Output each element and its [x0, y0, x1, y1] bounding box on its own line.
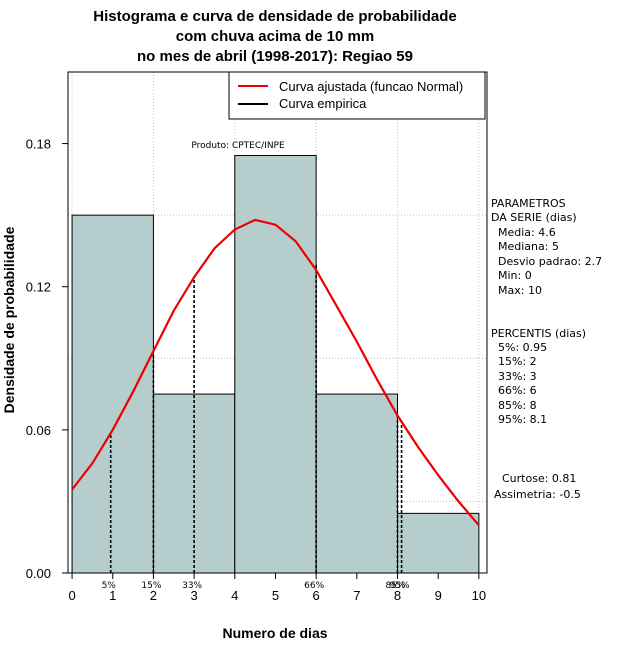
percentile-label: 15%	[141, 581, 161, 591]
percentile-label: 95%	[390, 581, 410, 591]
percentil-66: 66%: 6	[498, 384, 537, 397]
x-tick-label: 8	[394, 588, 401, 603]
x-tick-label: 5	[272, 588, 279, 603]
x-tick-label: 6	[313, 588, 320, 603]
y-tick-label: 0.00	[26, 566, 51, 581]
param-min: Min: 0	[498, 269, 532, 282]
percentil-85: 85%: 8	[498, 399, 537, 412]
x-tick-label: 2	[150, 588, 157, 603]
x-tick-label: 10	[472, 588, 486, 603]
percentil-33: 33%: 3	[498, 370, 537, 383]
params-title-1: PARAMETROS	[491, 197, 566, 210]
y-tick-label: 0.12	[26, 280, 51, 295]
histogram-bars	[71, 155, 480, 574]
percentil-15: 15%: 2	[498, 355, 537, 368]
percentile-lines: 5% 15% 33% 66% 85%95%	[102, 264, 410, 591]
fitted-curve	[71, 218, 480, 527]
histogram-bar	[397, 512, 480, 574]
percentil-5: 5%: 0.95	[498, 341, 547, 354]
y-tick-label: 0.18	[26, 137, 51, 152]
x-tick-label: 9	[435, 588, 442, 603]
legend-fitted-label: Curva ajustada (funcao Normal)	[279, 79, 463, 94]
percentile-label: 5%	[102, 581, 117, 591]
param-mediana: Mediana: 5	[498, 240, 559, 253]
title-line-2: com chuva acima de 10 mm	[176, 28, 374, 45]
histogram-bar	[234, 155, 317, 574]
legend-empirical-label: Curva empirica	[279, 96, 367, 111]
title-line-1: Histograma e curva de densidade de proba…	[93, 8, 456, 25]
params-title-2: DA SERIE (dias)	[491, 211, 577, 224]
param-max: Max: 10	[498, 284, 542, 297]
curtose-value: Curtose: 0.81	[502, 472, 576, 485]
percentis-title: PERCENTIS (dias)	[491, 327, 586, 340]
x-tick-label: 7	[353, 588, 360, 603]
percentile-label: 85%	[385, 581, 405, 591]
legend: Curva ajustada (funcao Normal) Curva emp…	[228, 71, 486, 120]
fitted-curve-layer	[71, 218, 480, 527]
x-tick-label: 4	[231, 588, 238, 603]
stats-panel: PARAMETROS DA SERIE (dias) Media: 4.6 Me…	[491, 197, 602, 501]
x-axis-label: Numero de dias	[222, 625, 327, 641]
percentile-label: 33%	[182, 581, 202, 591]
percentile-label: 66%	[304, 581, 324, 591]
param-media: Media: 4.6	[498, 226, 556, 239]
histogram-bar	[71, 214, 154, 574]
axes: 0 1 2 3 4 5 6 7 8 9 10 0.00 0.06 0.12 0.18	[26, 71, 488, 603]
param-desvio: Desvio padrao: 2.7	[498, 255, 602, 268]
assimetria-value: Assimetria: -0.5	[494, 488, 581, 501]
y-tick-label: 0.06	[26, 423, 51, 438]
legend-box	[228, 71, 486, 120]
histogram-bar	[152, 393, 236, 574]
chart-title: Histograma e curva de densidade de proba…	[93, 8, 456, 65]
x-tick-label: 0	[68, 588, 75, 603]
title-line-3: no mes de abril (1998-2017): Regiao 59	[137, 48, 413, 65]
y-axis-label: Densidade de probabilidade	[1, 226, 17, 413]
product-annotation: Produto: CPTEC/INPE	[191, 141, 285, 151]
x-tick-label: 1	[109, 588, 116, 603]
x-tick-label: 3	[190, 588, 197, 603]
histogram-bar	[315, 393, 399, 574]
percentil-95: 95%: 8.1	[498, 413, 547, 426]
